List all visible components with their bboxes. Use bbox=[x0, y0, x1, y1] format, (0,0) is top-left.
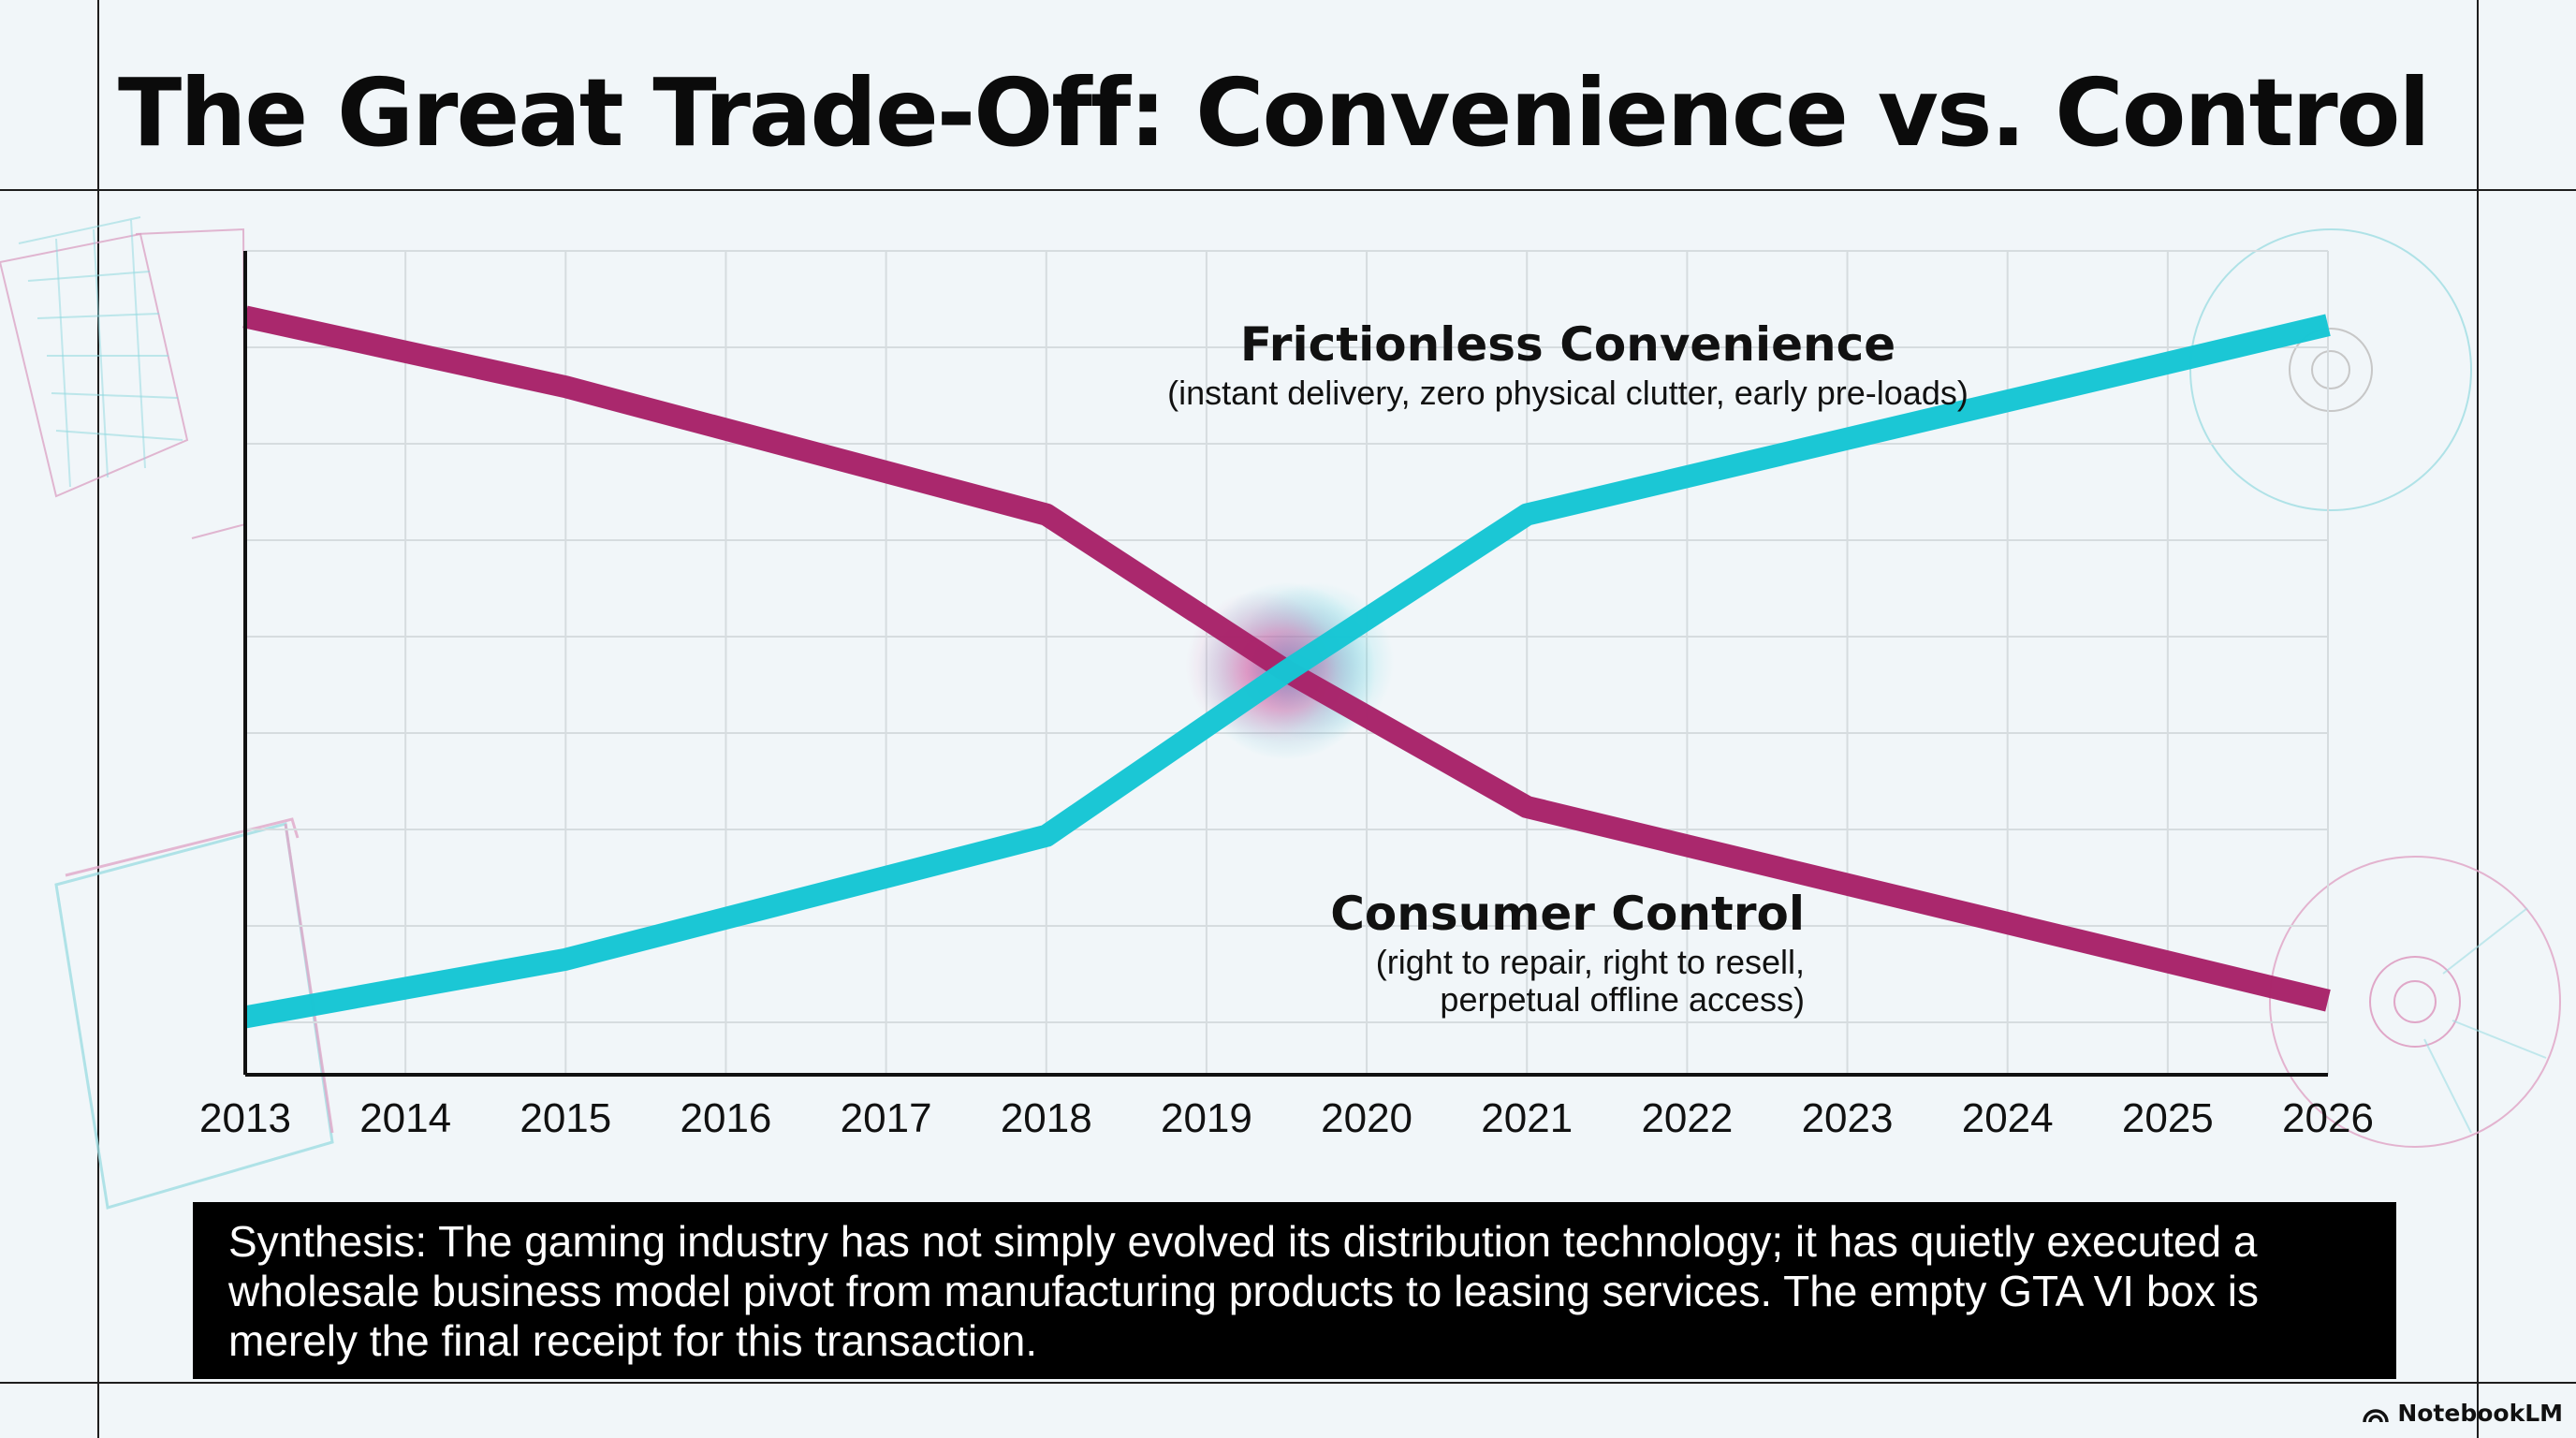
decor-game-case-icon bbox=[54, 817, 334, 1210]
brand-logo: NotebookLM bbox=[2362, 1400, 2563, 1427]
x-tick-label: 2023 bbox=[1802, 1095, 1894, 1141]
chart-annotations: Frictionless Convenience(instant deliver… bbox=[1167, 317, 1969, 1019]
x-tick-label: 2022 bbox=[1641, 1095, 1733, 1141]
x-tick-label: 2024 bbox=[1962, 1095, 2054, 1141]
page-title: The Great Trade-Off: Convenience vs. Con… bbox=[118, 58, 2431, 168]
frame-line-header bbox=[0, 189, 2576, 191]
frame-line-right bbox=[2477, 0, 2479, 1438]
x-tick-label: 2018 bbox=[1001, 1095, 1092, 1141]
annotation-sublabel: (instant delivery, zero physical clutter… bbox=[1167, 374, 1969, 412]
x-tick-label: 2026 bbox=[2282, 1095, 2374, 1141]
synthesis-text: Synthesis: The gaming industry has not s… bbox=[193, 1202, 2396, 1379]
brand-name: NotebookLM bbox=[2397, 1400, 2563, 1427]
frame-line-left bbox=[97, 0, 99, 1438]
annotation-sublabel: (right to repair, right to resell, bbox=[1376, 943, 1805, 981]
x-tick-label: 2016 bbox=[681, 1095, 772, 1141]
series-line-consumer-control bbox=[242, 305, 2331, 1012]
x-tick-label: 2019 bbox=[1161, 1095, 1252, 1141]
x-tick-label: 2017 bbox=[841, 1095, 932, 1141]
x-tick-label: 2025 bbox=[2122, 1095, 2214, 1141]
chart-series bbox=[242, 305, 2331, 1029]
x-axis-ticks: 2013 2014 2015 2016 2017 2018 2019 2020 2021 2022… bbox=[199, 1095, 2374, 1141]
x-tick-label: 2020 bbox=[1321, 1095, 1412, 1141]
chart-axes bbox=[243, 251, 2328, 1077]
decor-cartridge-icon bbox=[0, 216, 247, 539]
x-tick-label: 2021 bbox=[1481, 1095, 1573, 1141]
annotation-label: Consumer Control bbox=[1330, 887, 1805, 941]
x-tick-label: 2014 bbox=[359, 1095, 451, 1141]
frame-line-footer bbox=[0, 1382, 2576, 1384]
decor-disc-icon bbox=[2189, 228, 2561, 1148]
annotation-label: Frictionless Convenience bbox=[1240, 317, 1895, 372]
x-tick-label: 2015 bbox=[520, 1095, 611, 1141]
series-line-frictionless-convenience bbox=[242, 314, 2331, 1029]
notebooklm-logo-icon bbox=[2363, 1408, 2390, 1422]
annotation-sublabel: perpetual offline access) bbox=[1440, 980, 1805, 1019]
x-tick-label: 2013 bbox=[199, 1095, 291, 1141]
